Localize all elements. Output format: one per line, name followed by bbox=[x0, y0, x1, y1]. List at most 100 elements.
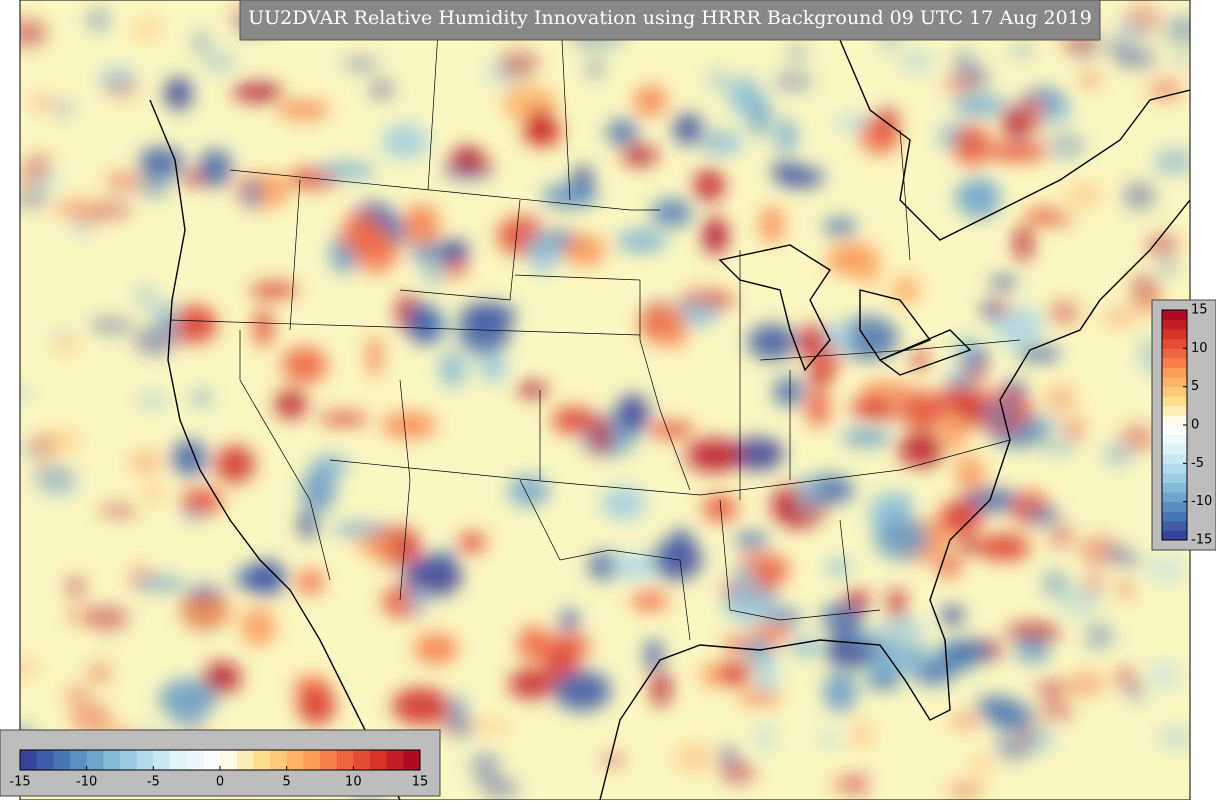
humidity-blob bbox=[32, 432, 54, 461]
colorbar-tick-label: 5 bbox=[1191, 379, 1199, 394]
humidity-blob bbox=[1103, 544, 1133, 562]
colorbar-tick-label: 15 bbox=[1191, 303, 1208, 318]
humidity-blob bbox=[878, 640, 932, 674]
humidity-blob bbox=[86, 7, 110, 33]
humidity-blob bbox=[310, 454, 349, 478]
humidity-blob bbox=[588, 551, 621, 581]
humidity-blob bbox=[1103, 307, 1136, 327]
colorbar-tick-label: 15 bbox=[412, 775, 429, 790]
humidity-blob bbox=[849, 398, 892, 417]
colorbar-segment bbox=[1162, 463, 1187, 474]
colorbar-segment bbox=[53, 750, 71, 770]
humidity-blob bbox=[952, 93, 1007, 117]
humidity-blob bbox=[955, 66, 991, 88]
colorbar-segment bbox=[1162, 434, 1187, 445]
humidity-blob bbox=[774, 118, 798, 154]
colorbar-segment bbox=[303, 750, 321, 770]
humidity-blob bbox=[841, 428, 892, 447]
humidity-blob bbox=[135, 392, 170, 410]
humidity-blob bbox=[136, 283, 155, 311]
humidity-blob bbox=[788, 45, 807, 62]
colorbar-tick-label: 5 bbox=[283, 775, 291, 790]
humidity-blob bbox=[861, 255, 879, 289]
gulf-coast bbox=[599, 199, 1190, 800]
colorbar-tick-label: -5 bbox=[147, 775, 160, 790]
humidity-blob bbox=[253, 307, 274, 347]
humidity-blob bbox=[138, 169, 170, 200]
humidity-blob bbox=[615, 394, 650, 433]
humidity-blob bbox=[1119, 424, 1156, 452]
humidity-blob bbox=[179, 603, 236, 622]
humidity-blob bbox=[1047, 132, 1086, 160]
humidity-blob bbox=[979, 404, 1019, 421]
humidity-blob bbox=[758, 205, 785, 244]
humidity-blob bbox=[54, 198, 94, 218]
humidity-blob bbox=[215, 445, 255, 484]
humidity-blob bbox=[952, 50, 977, 71]
colorbar-segment bbox=[120, 750, 138, 770]
humidity-blob bbox=[297, 569, 324, 595]
humidity-blob bbox=[859, 117, 900, 155]
colorbar-segment bbox=[1162, 338, 1187, 349]
humidity-blob bbox=[728, 75, 761, 117]
colorbar-segment bbox=[1162, 492, 1187, 503]
humidity-blob bbox=[1045, 300, 1081, 325]
humidity-blob bbox=[562, 234, 607, 267]
humidity-blob bbox=[1001, 107, 1029, 137]
colorbar-bottom: -15 -10 -5 0 5 10 15 bbox=[9, 749, 429, 790]
humidity-blob bbox=[133, 326, 178, 356]
colorbar-tick-label: -10 bbox=[76, 775, 97, 790]
colorbar-segment bbox=[1162, 453, 1187, 464]
humidity-blob bbox=[850, 719, 873, 750]
humidity-blob bbox=[191, 30, 211, 55]
humidity-blob bbox=[633, 84, 668, 117]
humidity-blob bbox=[277, 100, 331, 120]
humidity-blob bbox=[72, 220, 92, 238]
humidity-blob bbox=[1084, 621, 1114, 651]
humidity-blob bbox=[1006, 623, 1061, 642]
humidity-blob bbox=[898, 431, 944, 468]
colorbar-segment bbox=[1162, 444, 1187, 455]
humidity-blob bbox=[1039, 437, 1077, 457]
humidity-blob bbox=[1130, 274, 1160, 307]
humidity-blob bbox=[946, 782, 985, 799]
humidity-blob bbox=[31, 151, 51, 182]
humidity-blob bbox=[651, 670, 671, 707]
humidity-blob bbox=[954, 455, 986, 491]
colorbar-tick-label: 10 bbox=[345, 775, 362, 790]
humidity-blob bbox=[956, 177, 1001, 220]
humidity-blob bbox=[1146, 660, 1183, 691]
humidity-blob bbox=[423, 268, 446, 283]
humidity-blob bbox=[898, 48, 936, 75]
humidity-blob bbox=[977, 533, 1031, 561]
humidity-blob bbox=[553, 670, 612, 712]
humidity-blob bbox=[191, 391, 212, 405]
humidity-blob bbox=[711, 662, 755, 686]
humidity-blob bbox=[993, 305, 1043, 348]
colorbar-segment bbox=[1162, 319, 1187, 330]
humidity-blob bbox=[609, 553, 656, 580]
humidity-blob bbox=[990, 275, 1017, 290]
humidity-blob bbox=[731, 565, 755, 589]
humidity-blob bbox=[87, 662, 112, 684]
humidity-blob bbox=[953, 124, 992, 167]
humidity-blob bbox=[651, 198, 693, 228]
humidity-blob bbox=[232, 83, 284, 102]
humidity-blob bbox=[281, 346, 328, 384]
humidity-blob bbox=[1036, 703, 1074, 722]
humidity-blob bbox=[737, 689, 783, 706]
colorbar-segment bbox=[286, 750, 304, 770]
humidity-blob bbox=[242, 178, 261, 209]
humidity-blob bbox=[700, 129, 744, 156]
humidity-blob bbox=[54, 102, 73, 115]
humidity-blob bbox=[38, 480, 80, 498]
humidity-blob bbox=[1157, 726, 1190, 750]
humidity-blob bbox=[181, 488, 224, 515]
humidity-blob bbox=[341, 212, 383, 256]
colorbar-segment bbox=[403, 750, 421, 770]
humidity-blob bbox=[1122, 181, 1156, 211]
humidity-blob bbox=[648, 421, 695, 439]
humidity-blob bbox=[719, 760, 756, 785]
humidity-blob bbox=[438, 350, 467, 388]
humidity-blob bbox=[470, 751, 501, 783]
